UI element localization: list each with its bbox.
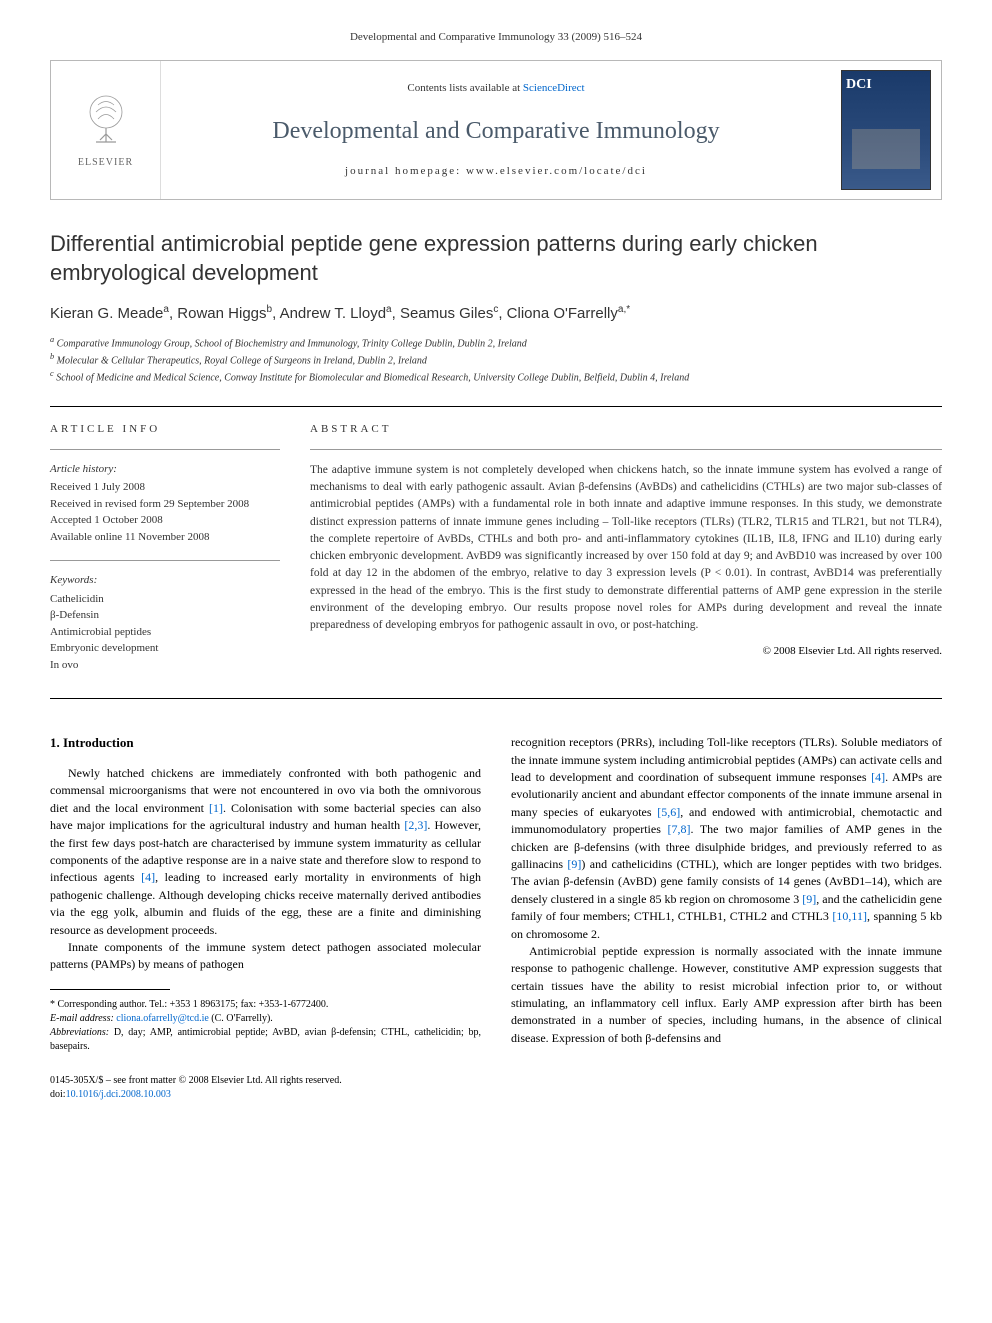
keywords-lines: Cathelicidinβ-DefensinAntimicrobial pept… (50, 591, 280, 674)
journal-banner: ELSEVIER Contents lists available at Sci… (50, 60, 942, 200)
email-suffix: (C. O'Farrelly). (209, 1013, 273, 1024)
section-divider (50, 406, 942, 407)
contents-available-line: Contents lists available at ScienceDirec… (407, 81, 584, 96)
body-column-right: recognition receptors (PRRs), including … (511, 734, 942, 1102)
abbrev-text: D, day; AMP, antimicrobial peptide; AvBD… (50, 1027, 481, 1052)
body-column-left: 1. Introduction Newly hatched chickens a… (50, 734, 481, 1102)
footnote-divider (50, 989, 170, 990)
body-paragraph: Newly hatched chickens are immediately c… (50, 765, 481, 939)
keywords-label: Keywords: (50, 573, 280, 588)
article-info-column: ARTICLE INFO Article history: Received 1… (50, 422, 280, 689)
running-header: Developmental and Comparative Immunology… (50, 30, 942, 45)
issn-line: 0145-305X/$ – see front matter © 2008 El… (50, 1074, 481, 1088)
sciencedirect-link[interactable]: ScienceDirect (523, 82, 585, 94)
history-lines: Received 1 July 2008Received in revised … (50, 479, 280, 545)
contents-prefix: Contents lists available at (407, 82, 522, 94)
copyright-line: © 2008 Elsevier Ltd. All rights reserved… (310, 644, 942, 659)
info-abstract-row: ARTICLE INFO Article history: Received 1… (50, 422, 942, 689)
abbreviations-footnote: Abbreviations: D, day; AMP, antimicrobia… (50, 1026, 481, 1054)
doi-label: doi: (50, 1089, 66, 1100)
publisher-logo-area: ELSEVIER (51, 61, 161, 199)
email-footnote: E-mail address: cliona.ofarrelly@tcd.ie … (50, 1012, 481, 1026)
publisher-label: ELSEVIER (78, 156, 133, 170)
email-link[interactable]: cliona.ofarrelly@tcd.ie (116, 1013, 209, 1024)
abstract-text: The adaptive immune system is not comple… (310, 462, 942, 635)
corresponding-author-footnote: * Corresponding author. Tel.: +353 1 896… (50, 998, 481, 1012)
journal-name: Developmental and Comparative Immunology (272, 115, 719, 149)
history-label: Article history: (50, 462, 280, 477)
affiliations: a Comparative Immunology Group, School o… (50, 334, 942, 386)
info-divider (50, 560, 280, 561)
homepage-url: www.elsevier.com/locate/dci (466, 165, 647, 177)
article-info-heading: ARTICLE INFO (50, 422, 280, 437)
homepage-prefix: journal homepage: (345, 165, 466, 177)
cover-thumb-area (831, 61, 941, 199)
keywords-block: Keywords: Cathelicidinβ-DefensinAntimicr… (50, 573, 280, 673)
journal-cover-thumbnail (841, 70, 931, 190)
doi-link[interactable]: 10.1016/j.dci.2008.10.003 (66, 1089, 171, 1100)
elsevier-tree-icon (76, 90, 136, 150)
article-title: Differential antimicrobial peptide gene … (50, 230, 942, 287)
body-paragraph: Innate components of the immune system d… (50, 939, 481, 974)
introduction-heading: 1. Introduction (50, 734, 481, 753)
page-footer: 0145-305X/$ – see front matter © 2008 El… (50, 1074, 481, 1102)
email-label: E-mail address: (50, 1013, 116, 1024)
section-divider (50, 698, 942, 699)
body-paragraph: recognition receptors (PRRs), including … (511, 734, 942, 943)
journal-homepage: journal homepage: www.elsevier.com/locat… (345, 164, 647, 179)
abstract-heading: ABSTRACT (310, 422, 942, 437)
abstract-column: ABSTRACT The adaptive immune system is n… (310, 422, 942, 689)
doi-line: doi:10.1016/j.dci.2008.10.003 (50, 1088, 481, 1102)
info-divider (310, 449, 942, 450)
info-divider (50, 449, 280, 450)
abbrev-label: Abbreviations: (50, 1027, 114, 1038)
authors-line: Kieran G. Meadea, Rowan Higgsb, Andrew T… (50, 303, 942, 324)
footnotes: * Corresponding author. Tel.: +353 1 896… (50, 998, 481, 1054)
article-history-block: Article history: Received 1 July 2008Rec… (50, 462, 280, 545)
body-columns: 1. Introduction Newly hatched chickens a… (50, 734, 942, 1102)
body-paragraph: Antimicrobial peptide expression is norm… (511, 943, 942, 1047)
banner-center: Contents lists available at ScienceDirec… (161, 61, 831, 199)
